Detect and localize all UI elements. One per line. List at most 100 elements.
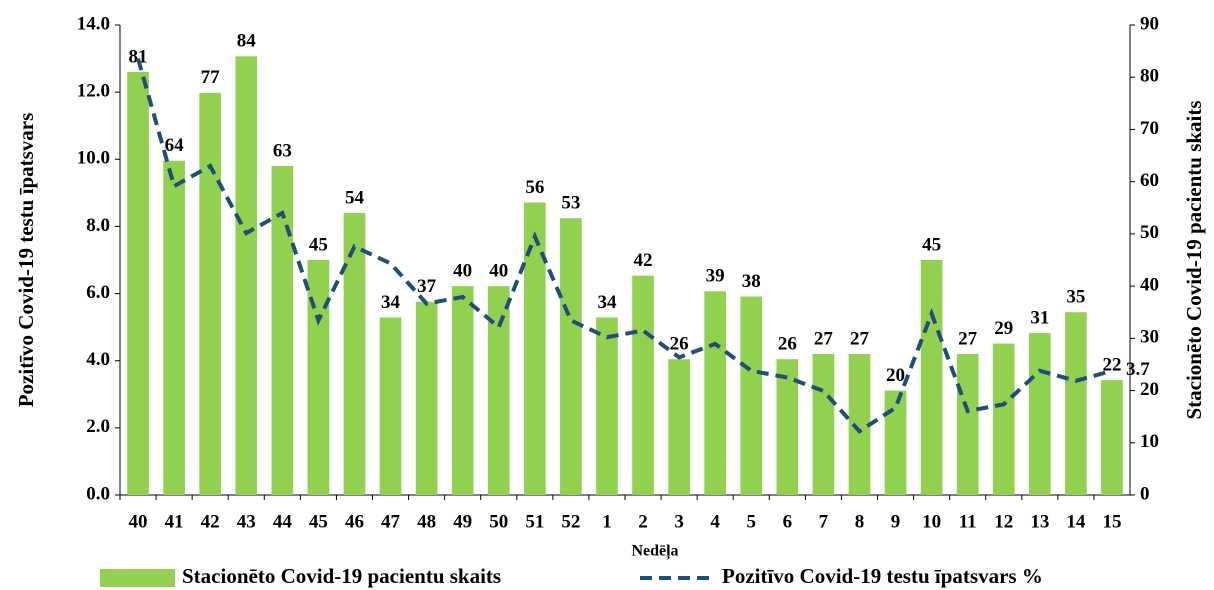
line-value-label: 3.7 — [1126, 359, 1150, 380]
bar-value-label: 54 — [345, 187, 365, 208]
bar-value-label: 35 — [1066, 287, 1085, 308]
bar — [956, 354, 979, 495]
bar-value-label: 39 — [706, 266, 725, 287]
x-tick-label: 4 — [710, 511, 720, 532]
bar-value-label: 27 — [814, 328, 834, 349]
bar-value-label: 77 — [201, 67, 221, 88]
bar — [1029, 333, 1051, 495]
bar — [632, 275, 654, 495]
line — [136, 58, 1113, 434]
bar-value-label: 34 — [381, 292, 401, 313]
bar-value-label: 20 — [886, 365, 905, 386]
bar — [235, 56, 258, 495]
bar — [920, 260, 943, 495]
x-tick-label: 13 — [1030, 511, 1049, 532]
y-tick-label: 14.0 — [77, 13, 110, 34]
bar — [812, 354, 835, 495]
y-tick-label: 10.0 — [77, 148, 110, 169]
x-tick-label: 43 — [237, 511, 256, 532]
legend-label: Pozitīvo Covid-19 testu īpatsvars % — [722, 564, 1043, 588]
bar-value-label: 42 — [634, 250, 653, 271]
y-tick-label: 6.0 — [86, 282, 110, 303]
bar — [415, 301, 438, 495]
bar — [307, 260, 330, 495]
x-tick-label: 3 — [674, 511, 684, 532]
x-tick-label: 52 — [561, 511, 580, 532]
bar — [451, 286, 474, 495]
x-tick-label: 9 — [891, 511, 901, 532]
bar — [560, 218, 582, 495]
bar-value-label: 27 — [958, 328, 978, 349]
bar-value-label: 34 — [597, 292, 617, 313]
bar — [740, 296, 763, 495]
y2-tick-label: 20 — [1140, 379, 1159, 400]
x-tick-label: 46 — [345, 511, 364, 532]
x-tick-label: 49 — [453, 511, 472, 532]
bar-value-label: 53 — [561, 193, 580, 214]
bar — [379, 317, 402, 495]
y-tick-label: 2.0 — [86, 416, 110, 437]
y2-tick-label: 40 — [1140, 274, 1159, 295]
bar — [1065, 312, 1087, 495]
bar-value-label: 63 — [273, 140, 292, 161]
x-tick-label: 11 — [959, 511, 977, 532]
x-tick-label: 45 — [309, 511, 328, 532]
x-tick-label: 1 — [602, 511, 612, 532]
x-tick-label: 10 — [922, 511, 941, 532]
x-tick-label: 5 — [747, 511, 757, 532]
x-tick-label: 15 — [1102, 511, 1121, 532]
x-tick-label: 6 — [783, 511, 793, 532]
x-tick-label: 41 — [165, 511, 184, 532]
y2-tick-label: 90 — [1140, 13, 1159, 34]
x-tick-label: 12 — [994, 511, 1013, 532]
y2-tick-label: 80 — [1140, 66, 1159, 87]
bar — [884, 390, 907, 495]
x-tick-label: 40 — [129, 511, 148, 532]
x-axis-title: Nedēļa — [631, 543, 678, 561]
x-tick-label: 50 — [489, 511, 508, 532]
bar — [848, 354, 871, 495]
y2-tick-label: 0 — [1140, 483, 1150, 504]
bar-value-label: 84 — [237, 31, 257, 52]
bar — [163, 160, 185, 495]
bar-value-label: 26 — [778, 334, 797, 355]
x-tick-label: 7 — [819, 511, 829, 532]
y2-tick-label: 70 — [1140, 118, 1159, 139]
bar-value-label: 22 — [1102, 354, 1121, 375]
x-tick-label: 14 — [1066, 511, 1086, 532]
y2-axis-title: Stacionēto Covid-19 pacientu skaits — [1182, 100, 1206, 419]
x-tick-label: 44 — [273, 511, 293, 532]
bar-value-label: 40 — [489, 260, 508, 281]
x-tick-label: 47 — [381, 511, 401, 532]
bar-value-label: 45 — [922, 234, 941, 255]
bar — [704, 291, 726, 495]
y-axis-title: Pozitīvo Covid-19 testu īpatsvars — [14, 113, 38, 408]
bar-value-label: 64 — [165, 135, 185, 156]
y2-tick-label: 50 — [1140, 222, 1159, 243]
bar — [668, 359, 690, 495]
bar-value-label: 29 — [994, 318, 1013, 339]
bar — [1101, 380, 1123, 495]
bar-value-label: 31 — [1030, 307, 1049, 328]
bar-value-label: 26 — [670, 334, 689, 355]
bar-value-label: 27 — [850, 328, 870, 349]
bar-value-label: 56 — [525, 177, 544, 198]
y-tick-label: 12.0 — [77, 81, 110, 102]
legend-label: Stacionēto Covid-19 pacientu skaits — [182, 564, 501, 588]
bar — [199, 92, 221, 495]
bar-value-label: 81 — [129, 46, 148, 67]
y2-tick-label: 30 — [1140, 327, 1159, 348]
bar — [343, 213, 366, 495]
y-tick-label: 8.0 — [86, 215, 110, 236]
x-tick-label: 2 — [638, 511, 648, 532]
bar — [271, 166, 294, 495]
y2-tick-label: 60 — [1140, 170, 1159, 191]
y2-tick-label: 10 — [1140, 431, 1159, 452]
bar-value-label: 38 — [742, 271, 761, 292]
bar — [524, 202, 546, 496]
bar — [127, 72, 149, 495]
bar — [596, 317, 618, 495]
x-tick-label: 51 — [525, 511, 544, 532]
